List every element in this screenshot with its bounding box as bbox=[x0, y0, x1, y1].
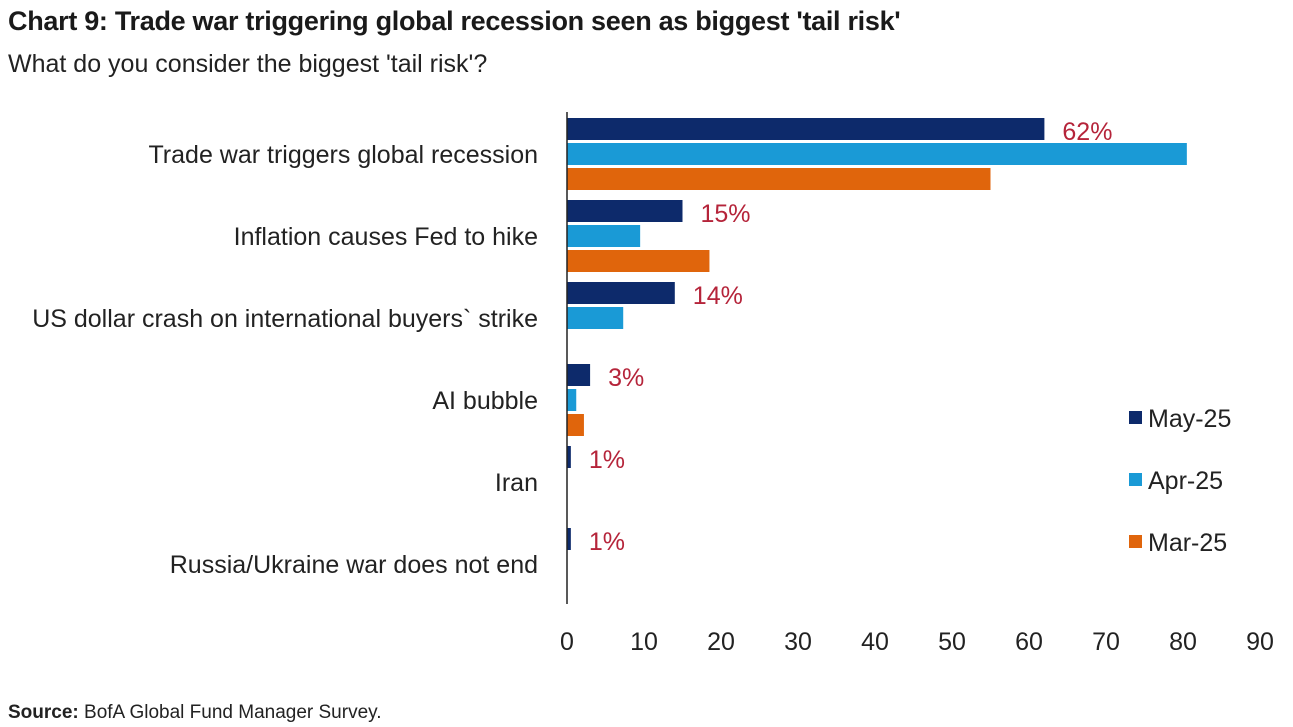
x-tick-label: 50 bbox=[938, 628, 966, 656]
data-label: 14% bbox=[693, 282, 743, 310]
source-label: Source: bbox=[8, 702, 79, 723]
bar-apr-25 bbox=[567, 143, 1187, 165]
legend-label: Mar-25 bbox=[1148, 529, 1227, 557]
x-tick-label: 90 bbox=[1246, 628, 1274, 656]
x-tick-label: 60 bbox=[1015, 628, 1043, 656]
source-text: BofA Global Fund Manager Survey. bbox=[84, 702, 382, 723]
x-tick-label: 10 bbox=[630, 628, 658, 656]
source-note: Source: BofA Global Fund Manager Survey. bbox=[8, 702, 382, 724]
bar-may-25 bbox=[567, 282, 675, 304]
x-tick-label: 40 bbox=[861, 628, 889, 656]
category-label: Inflation causes Fed to hike bbox=[234, 223, 538, 251]
x-tick-label: 20 bbox=[707, 628, 735, 656]
category-label: AI bubble bbox=[432, 387, 538, 415]
category-label: Iran bbox=[495, 469, 538, 497]
data-label: 62% bbox=[1062, 118, 1112, 146]
data-label: 15% bbox=[701, 200, 751, 228]
bar-apr-25 bbox=[567, 389, 577, 411]
legend-swatch-mar-25 bbox=[1129, 535, 1142, 548]
x-tick-label: 0 bbox=[560, 628, 574, 656]
x-tick-label: 80 bbox=[1169, 628, 1197, 656]
chart-subtitle: What do you consider the biggest 'tail r… bbox=[8, 50, 488, 78]
legend-label: Apr-25 bbox=[1148, 467, 1223, 495]
legend-swatch-may-25 bbox=[1129, 411, 1142, 424]
x-tick-label: 70 bbox=[1092, 628, 1120, 656]
bar-may-25 bbox=[567, 446, 571, 468]
bar-mar-25 bbox=[567, 414, 584, 436]
category-label: Russia/Ukraine war does not end bbox=[170, 551, 538, 579]
bar-may-25 bbox=[567, 118, 1045, 140]
data-label: 1% bbox=[589, 528, 625, 556]
legend-swatch-apr-25 bbox=[1129, 473, 1142, 486]
bar-may-25 bbox=[567, 528, 571, 550]
category-label: Trade war triggers global recession bbox=[148, 141, 538, 169]
bar-apr-25 bbox=[567, 225, 641, 247]
legend-label: May-25 bbox=[1148, 405, 1231, 433]
bar-mar-25 bbox=[567, 250, 710, 272]
bar-apr-25 bbox=[567, 307, 624, 329]
bar-may-25 bbox=[567, 200, 683, 222]
data-label: 1% bbox=[589, 446, 625, 474]
bar-mar-25 bbox=[567, 168, 991, 190]
category-label: US dollar crash on international buyers`… bbox=[32, 305, 538, 333]
x-tick-label: 30 bbox=[784, 628, 812, 656]
data-label: 3% bbox=[608, 364, 644, 392]
chart-title: Chart 9: Trade war triggering global rec… bbox=[8, 6, 901, 36]
bar-may-25 bbox=[567, 364, 591, 386]
